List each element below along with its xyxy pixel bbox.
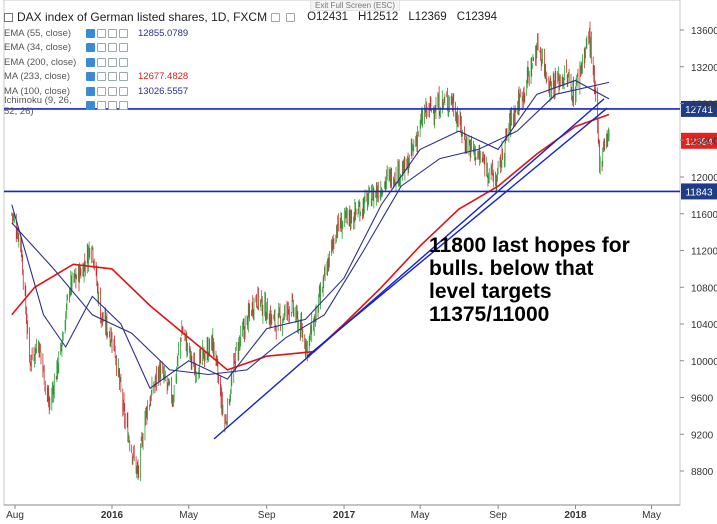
x-tick-label: Sep [258, 510, 276, 521]
eye-icon[interactable] [86, 72, 95, 82]
eye-icon[interactable] [86, 86, 95, 96]
annotation-line: 11375/11000 [429, 303, 550, 326]
symbol-title: DAX index of German listed shares, 1D, F… [17, 10, 268, 24]
level-label-bg [681, 183, 717, 200]
close-icon[interactable] [108, 57, 117, 67]
legend-indicator-row: MA (233, close) 12677.4828 [4, 70, 497, 85]
annotation-line: 11800 last hopes for [429, 234, 630, 257]
last-price-bg [681, 132, 717, 149]
eye-icon[interactable] [86, 57, 95, 67]
x-tick-label: Aug [6, 510, 24, 521]
x-tick-label: 2018 [564, 510, 587, 521]
ohlc-low: L12369 [408, 11, 447, 23]
indicator-line-ema55 [11, 79, 610, 390]
y-tick-label: 13200 [691, 63, 717, 74]
level-label-bg [681, 100, 717, 117]
indicator-label: EMA (34, close) [4, 42, 72, 54]
ohlc-open: O12431 [307, 11, 349, 23]
analyst-annotation: 11800 last hopes for bulls. below that l… [429, 234, 669, 326]
time-axis: Aug 2016 May Sep 2017 May Sep 2018 May [4, 504, 680, 521]
level-label: 11843 [685, 187, 713, 198]
settings-icon[interactable] [97, 72, 106, 82]
settings-icon[interactable] [97, 101, 106, 111]
y-tick-label: 11600 [691, 210, 717, 221]
level-label: 12741 [685, 105, 713, 116]
indicator-value: 12855.0789 [138, 27, 189, 39]
y-tick-label: 12000 [691, 173, 717, 184]
trendlines [213, 98, 608, 440]
legend-indicator-row: Ichimoku (9, 26, 52, 26) [4, 95, 497, 117]
settings-icon[interactable] [286, 12, 296, 22]
price-axis: 8800 9200 9600 10000 10400 10800 11200 11600 120… [680, 26, 717, 478]
chart-legend: DAX index of German listed shares, 1D, F… [4, 8, 497, 117]
ohlc-high: H12512 [358, 11, 399, 23]
y-tick-label: 10400 [691, 320, 717, 331]
x-tick-label: May [179, 510, 198, 521]
close-icon[interactable] [108, 28, 117, 38]
trendline [213, 98, 605, 440]
legend-indicator-row: MA (100, close) 13026.5557 [4, 84, 497, 99]
settings-icon[interactable] [97, 86, 106, 96]
close-icon[interactable] [108, 72, 117, 82]
more-icon[interactable] [119, 86, 128, 96]
eye-icon[interactable] [86, 28, 95, 38]
eye-icon[interactable] [86, 101, 95, 111]
y-tick-label: 12400 [691, 136, 717, 147]
collapse-legend-icon[interactable] [4, 12, 13, 22]
indicator-line-ma100 [11, 81, 610, 376]
trendline [306, 107, 608, 357]
y-tick-label: 9600 [691, 394, 714, 405]
indicator-label: MA (233, close) [4, 71, 70, 83]
legend-title-row: DAX index of German listed shares, 1D, F… [4, 8, 497, 26]
more-icon[interactable] [119, 57, 128, 67]
y-tick-label: 9200 [691, 430, 714, 441]
annotation-line: level targets [429, 280, 552, 303]
x-tick-label: May [642, 510, 661, 521]
settings-icon[interactable] [97, 28, 106, 38]
annotation-line: bulls. below that [429, 257, 594, 280]
indicator-label: EMA (200, close) [4, 56, 77, 68]
legend-indicator-row: EMA (34, close) [4, 41, 497, 56]
indicator-label: MA (100, close) [4, 85, 70, 97]
y-tick-label: 8800 [691, 467, 714, 478]
x-tick-label: Sep [489, 510, 507, 521]
indicator-value: 12677.4828 [138, 71, 189, 83]
close-icon[interactable] [108, 101, 117, 111]
y-tick-label: 10800 [691, 283, 717, 294]
settings-icon[interactable] [97, 57, 106, 67]
eye-icon[interactable] [86, 43, 95, 53]
more-icon[interactable] [119, 28, 128, 38]
indicator-label: EMA (55, close) [4, 27, 72, 39]
legend-indicator-row: EMA (55, close) 12855.0789 [4, 26, 497, 41]
more-icon[interactable] [119, 101, 128, 111]
more-icon[interactable] [119, 72, 128, 82]
close-icon[interactable] [108, 86, 117, 96]
settings-icon[interactable] [97, 43, 106, 53]
legend-indicator-row: EMA (200, close) [4, 55, 497, 70]
price-candles [11, 21, 610, 482]
close-icon[interactable] [108, 43, 117, 53]
ohlc-close: C12394 [456, 11, 497, 23]
exit-fullscreen-button[interactable]: Exit Full Screen (ESC) [310, 0, 401, 11]
indicator-value: 13026.5557 [138, 85, 189, 97]
indicator-label: Ichimoku (9, 26, 52, 26) [4, 94, 72, 117]
horizontal-levels: 12741 11843 12394 [4, 100, 717, 200]
y-tick-label: 13600 [691, 26, 717, 37]
more-icon[interactable] [119, 43, 128, 53]
y-tick-label: 12800 [691, 100, 717, 111]
y-tick-label: 10000 [691, 357, 717, 368]
x-tick-label: 2017 [333, 510, 356, 521]
eye-icon[interactable] [271, 12, 281, 22]
last-price-label: 12394 [685, 137, 713, 148]
y-tick-label: 11200 [691, 247, 717, 258]
x-tick-label: 2016 [101, 510, 124, 521]
x-tick-label: May [411, 510, 430, 521]
